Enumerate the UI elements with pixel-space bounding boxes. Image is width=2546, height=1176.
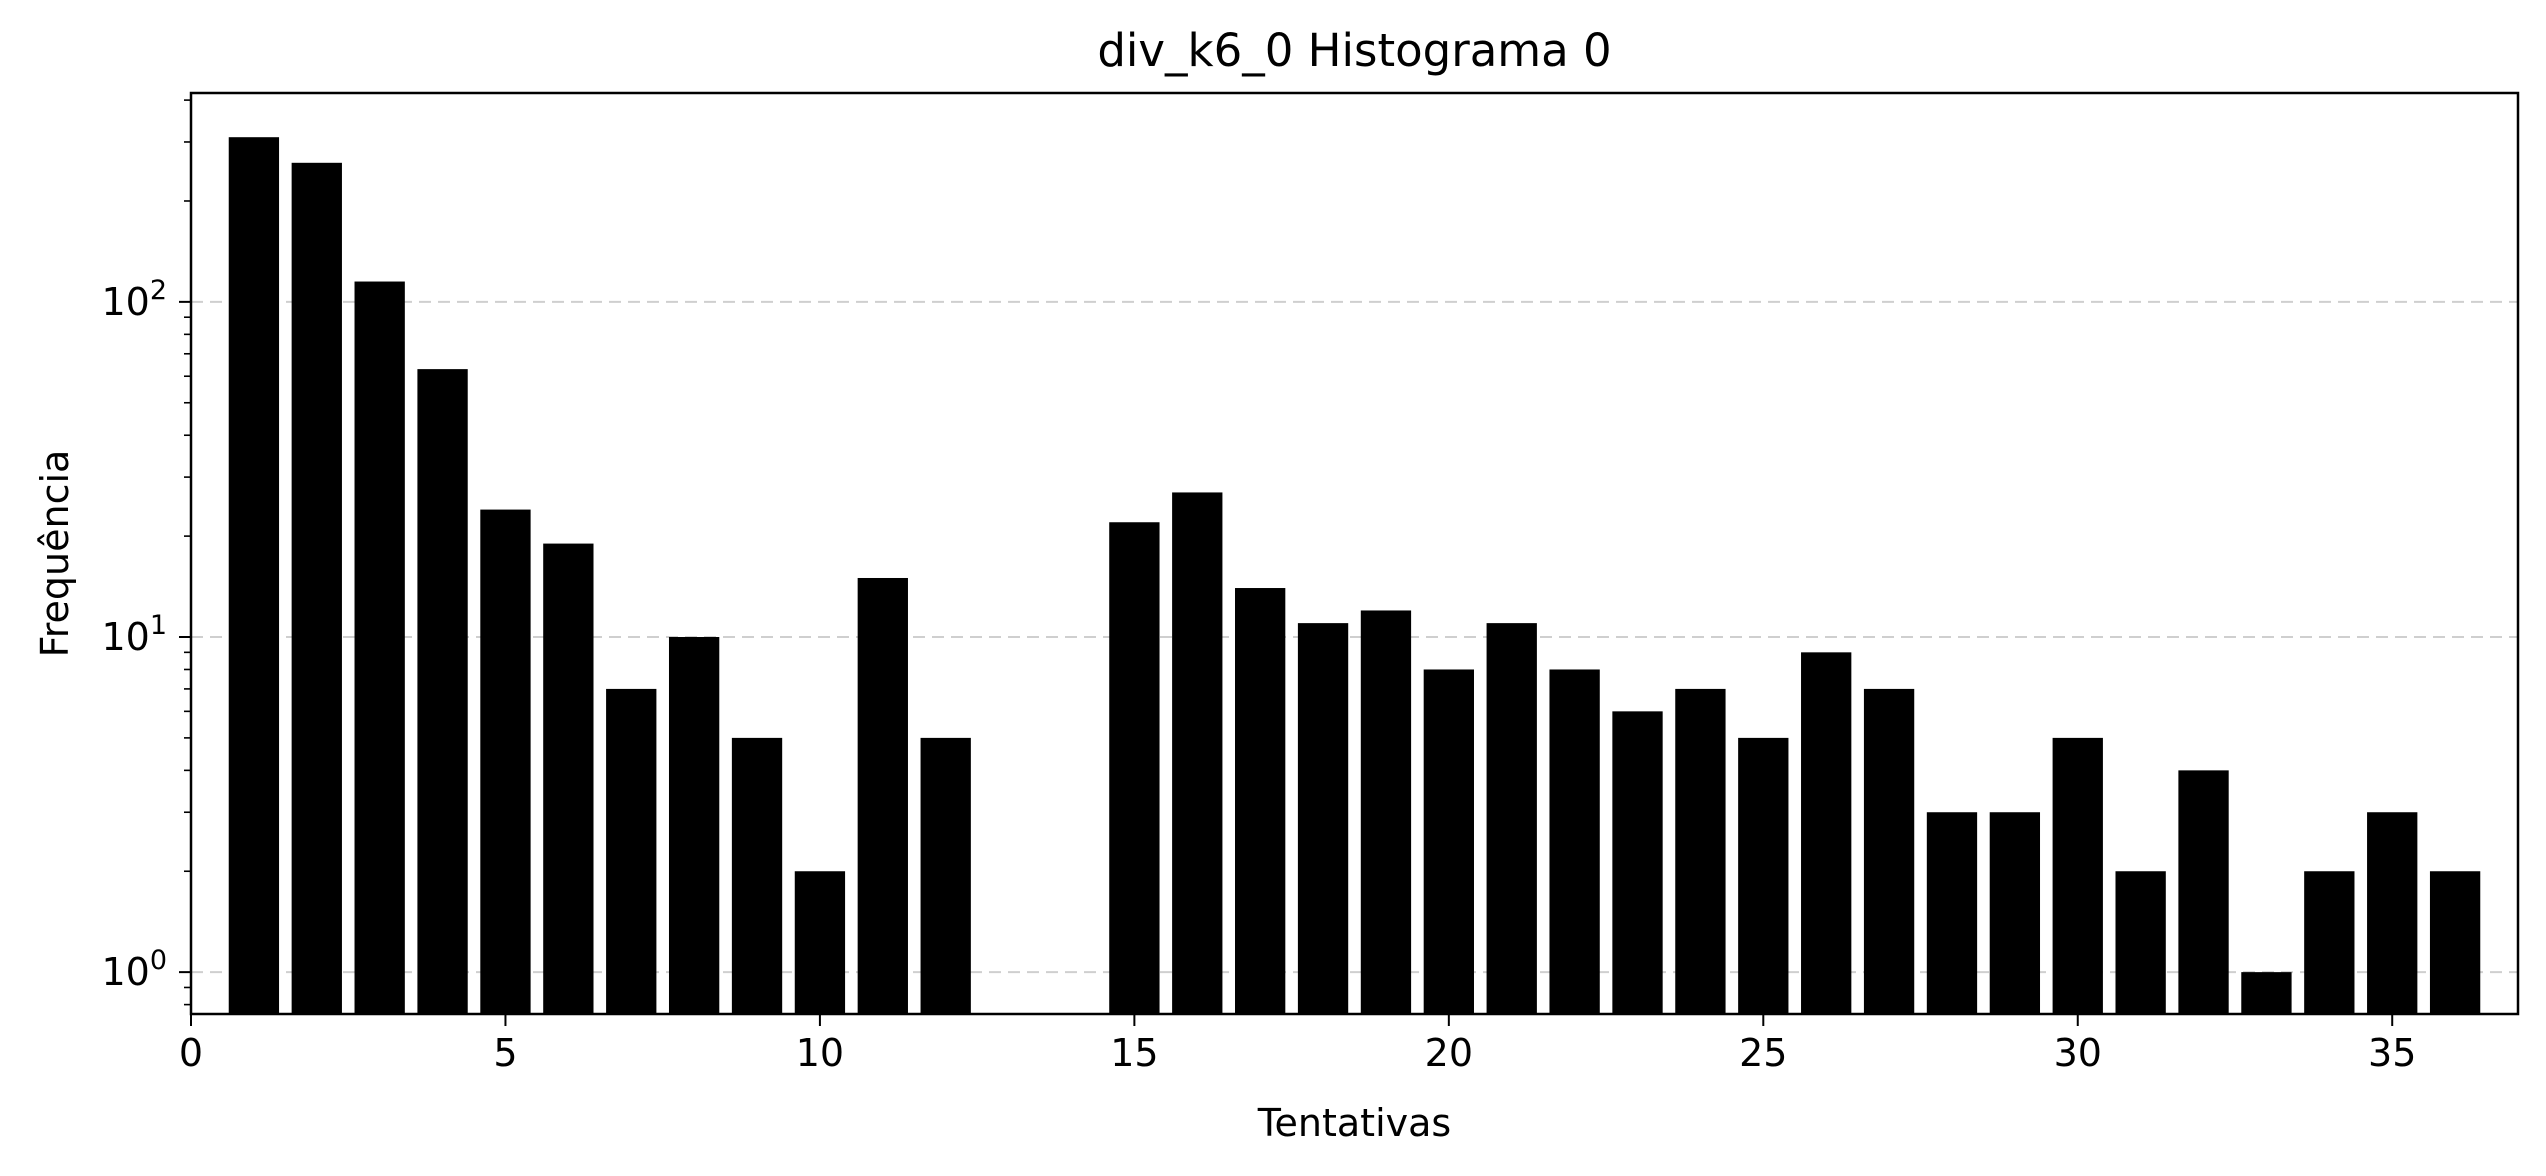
x-tick-label-10: 10 <box>796 1031 844 1075</box>
x-tick-label-35: 35 <box>2368 1031 2416 1075</box>
y-axis-ticks: 100 101 102 <box>101 99 191 1006</box>
x-tick-label-25: 25 <box>1739 1031 1787 1075</box>
bar-16 <box>1172 492 1223 1014</box>
bar-3 <box>354 281 405 1014</box>
x-axis-ticks: 0 5 10 15 20 25 30 35 <box>179 1014 2416 1075</box>
bar-2 <box>291 162 342 1014</box>
bar-31 <box>2115 871 2166 1014</box>
bar-1 <box>228 137 280 1015</box>
x-axis-label: Tentativas <box>1257 1101 1451 1145</box>
bar-25 <box>1738 737 1789 1014</box>
bar-8 <box>668 636 720 1014</box>
y-axis-label: Frequência <box>33 450 77 658</box>
bar-5 <box>480 509 531 1014</box>
x-tick-label-15: 15 <box>1110 1031 1158 1075</box>
y-tick-label-0: 100 <box>101 945 167 994</box>
bar-22 <box>1549 669 1600 1014</box>
x-tick-label-30: 30 <box>2054 1031 2102 1075</box>
bar-34 <box>2304 871 2355 1014</box>
bar-4 <box>417 369 468 1014</box>
chart-title: div_k6_0 Histograma 0 <box>1097 24 1611 77</box>
bar-35 <box>2367 812 2418 1014</box>
bar-33 <box>2241 972 2292 1014</box>
bar-27 <box>1863 688 1915 1014</box>
bar-15 <box>1109 522 1160 1014</box>
bar-24 <box>1675 688 1726 1014</box>
bar-11 <box>857 577 908 1014</box>
bar-21 <box>1486 623 1537 1014</box>
plot-frame <box>189 91 2520 1016</box>
bar-28 <box>1926 812 1978 1014</box>
bar-20 <box>1423 669 1474 1014</box>
bar-9 <box>731 737 783 1014</box>
y-tick-label-2: 102 <box>101 275 167 324</box>
bar-17 <box>1235 588 1286 1014</box>
bar-36 <box>2429 871 2481 1014</box>
x-tick-label-20: 20 <box>1425 1031 1473 1075</box>
y-tick-label-1: 101 <box>101 610 167 659</box>
bar-19 <box>1360 610 1412 1014</box>
x-tick-label-5: 5 <box>493 1031 517 1075</box>
bar-18 <box>1297 623 1349 1014</box>
bar-6 <box>543 543 594 1014</box>
bar-29 <box>1989 812 2041 1014</box>
bar-26 <box>1801 652 1852 1014</box>
x-tick-label-0: 0 <box>179 1031 203 1075</box>
bar-10 <box>794 871 846 1014</box>
bar-32 <box>2178 770 2229 1014</box>
bar-12 <box>920 737 971 1014</box>
bars <box>228 137 2481 1015</box>
bar-30 <box>2052 737 2103 1014</box>
bar-23 <box>1612 711 1663 1014</box>
bar-7 <box>606 688 657 1014</box>
